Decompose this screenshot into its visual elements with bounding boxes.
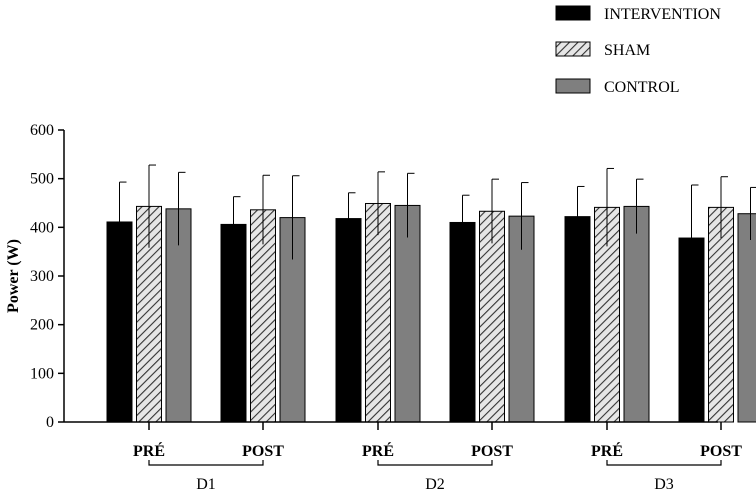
legend-label-sham: SHAM [604, 42, 650, 59]
group-label: D2 [425, 476, 445, 493]
x-category-label: PRÉ [133, 441, 165, 460]
legend-swatch-sham [555, 41, 591, 57]
group-label: D3 [654, 476, 674, 493]
y-axis-label: Power (W) [5, 239, 22, 313]
bar-intervention-4 [564, 216, 591, 423]
y-tick-label: 400 [30, 219, 54, 236]
x-category-label: PRÉ [362, 441, 394, 460]
group-bracket [377, 460, 493, 466]
bar-sham-2 [365, 202, 391, 423]
bar-control-4 [623, 205, 650, 423]
bar-control-5 [737, 213, 756, 423]
legend-swatch-control [555, 78, 591, 94]
bar-control-2 [394, 204, 421, 423]
legend-label-control: CONTROL [604, 79, 680, 96]
group-bracket [148, 460, 264, 466]
x-axis: PRÉ POST PRÉ POST PRÉ POST D1 D2 D3 [64, 421, 742, 493]
legend-swatch-intervention [555, 5, 591, 21]
y-tick-label: 500 [30, 171, 54, 188]
y-axis: 0 100 200 300 400 500 600 Power (W) [5, 122, 65, 431]
y-tick-label: 300 [30, 268, 54, 285]
bar-sham-3 [479, 210, 505, 423]
group-label: D1 [196, 476, 216, 493]
x-category-label: POST [242, 443, 284, 460]
y-tick-label: 100 [30, 365, 54, 382]
x-category-label: POST [700, 443, 742, 460]
group-bracket [606, 460, 722, 466]
legend-label-intervention: INTERVENTION [604, 6, 721, 23]
y-tick-label: 200 [30, 317, 54, 334]
y-tick-label: 600 [30, 122, 54, 139]
bar-intervention-2 [335, 218, 362, 423]
x-category-label: POST [471, 443, 513, 460]
legend: INTERVENTION SHAM CONTROL [555, 5, 721, 96]
bars [106, 164, 756, 423]
y-tick-label: 0 [46, 414, 54, 431]
bar-intervention-1 [220, 223, 247, 423]
x-category-label: PRÉ [591, 441, 623, 460]
bar-sham-5 [708, 206, 734, 423]
bar-intervention-3 [449, 221, 476, 423]
bar-sham-1 [250, 209, 276, 423]
